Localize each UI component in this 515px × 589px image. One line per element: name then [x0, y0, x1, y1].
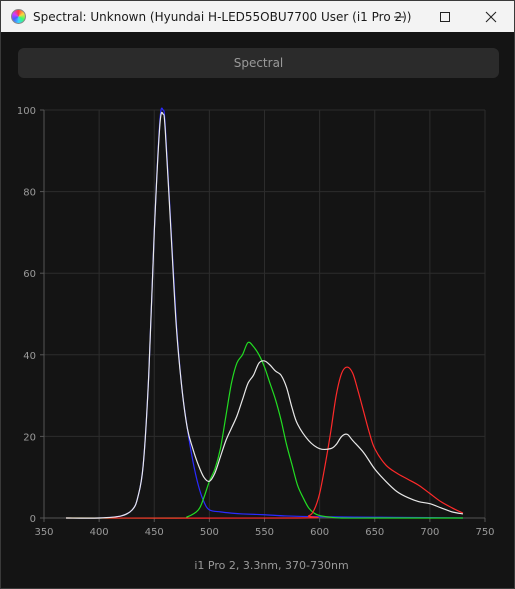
window-controls [376, 1, 514, 32]
tab-spectral[interactable]: Spectral [18, 48, 499, 78]
window-title: Spectral: Unknown (Hyundai H-LED55OBU770… [33, 9, 412, 24]
y-tick-label: 0 [30, 514, 36, 525]
y-tick-label: 100 [17, 106, 36, 117]
x-axis-label: i1 Pro 2, 3.3nm, 370-730nm [194, 559, 348, 572]
y-tick-label: 60 [23, 269, 36, 280]
y-tick-label: 80 [23, 188, 36, 199]
color-wheel-icon [11, 9, 26, 24]
y-tick-label: 20 [23, 432, 36, 443]
green-spectrum-line [66, 341, 463, 519]
x-tick-label: 400 [90, 527, 109, 538]
minimize-button[interactable] [376, 1, 422, 32]
x-tick-label: 550 [255, 527, 274, 538]
red-spectrum-line [66, 366, 464, 519]
white-spectrum-line [66, 111, 464, 519]
close-button[interactable] [468, 1, 514, 32]
tab-spectral-label: Spectral [233, 56, 284, 70]
title-bar[interactable]: Spectral: Unknown (Hyundai H-LED55OBU770… [1, 1, 514, 32]
x-tick-label: 650 [365, 527, 384, 538]
x-tick-label: 350 [34, 527, 53, 538]
close-icon [485, 11, 497, 22]
x-tick-label: 700 [420, 527, 439, 538]
x-tick-label: 750 [475, 527, 494, 538]
x-tick-label: 500 [200, 527, 219, 538]
x-tick-label: 600 [310, 527, 329, 538]
maximize-icon [440, 11, 450, 22]
y-tick-label: 40 [23, 351, 36, 362]
minimize-icon [394, 16, 404, 17]
spectral-chart-svg: 350 400 450 500 550 600 650 700 750 0 20 40 60 80 100 i… [17, 106, 495, 572]
maximize-button[interactable] [422, 1, 468, 32]
x-tick-label: 450 [145, 527, 164, 538]
spectral-chart: 350 400 450 500 550 600 650 700 750 0 20 40 60 80 100 i… [1, 97, 514, 577]
